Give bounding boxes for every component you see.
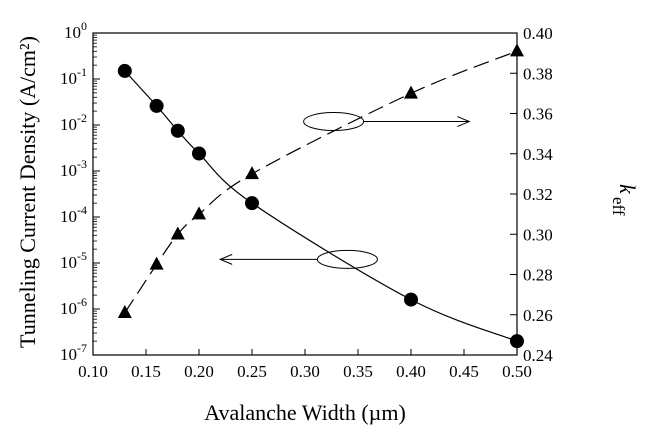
series-lines: [124, 50, 518, 342]
right-axis-title: k eff: [609, 184, 640, 216]
right-axis-title-main: k: [615, 184, 640, 195]
keff-point: [149, 256, 164, 270]
plot-frame: [92, 32, 518, 356]
left-tick-label: 100: [64, 19, 87, 42]
annotation-ellipse: [316, 249, 378, 269]
right-tick-label: 0.28: [523, 266, 553, 285]
x-tick-label: 0.40: [396, 362, 426, 381]
left-axis-title: Tunneling Current Density (A/cm²): [15, 36, 40, 348]
annotations: [218, 112, 471, 269]
right-axis-title-sub: eff: [609, 197, 628, 216]
left-tick-label: 10-3: [60, 157, 87, 180]
series-markers: [117, 43, 524, 349]
x-tick-label: 0.10: [78, 362, 108, 381]
current-density-point: [117, 63, 132, 78]
left-tick-label: 10-7: [60, 341, 87, 364]
x-tick-label: 0.45: [449, 362, 479, 381]
x-axis-ticks: 0.10 0.15 0.20 0.25 0.30 0.35 0.40 0.45 0.50: [78, 349, 532, 381]
right-tick-label: 0.32: [523, 185, 553, 204]
current-density-point: [170, 123, 185, 138]
right-tick-label: 0.40: [523, 24, 553, 43]
keff-point: [510, 43, 524, 57]
annotation-ellipse: [303, 112, 365, 132]
x-tick-label: 0.25: [237, 362, 267, 381]
x-tick-label: 0.20: [184, 362, 214, 381]
x-tick-label: 0.50: [502, 362, 532, 381]
current-density-curve: [124, 70, 518, 342]
current-density-point: [404, 292, 418, 307]
right-tick-label: 0.36: [523, 105, 553, 124]
left-tick-label: 10-2: [60, 111, 87, 134]
x-axis-title: Avalanche Width (µm): [204, 400, 406, 425]
left-tick-label: 10-4: [60, 203, 87, 226]
keff-point: [192, 206, 206, 220]
current-density-point: [192, 146, 206, 161]
annotation-arrow-head: [218, 253, 233, 265]
keff-curve: [124, 50, 518, 314]
keff-point: [117, 304, 132, 318]
current-density-point: [510, 334, 524, 349]
annotation-arrow-head: [457, 116, 471, 128]
keff-point: [170, 226, 185, 240]
x-tick-label: 0.35: [343, 362, 373, 381]
left-tick-label: 10-5: [60, 249, 87, 272]
keff-point: [245, 166, 259, 180]
x-tick-label: 0.30: [290, 362, 320, 381]
left-tick-label: 10-1: [60, 65, 87, 88]
keff-point: [404, 85, 418, 99]
current-density-point: [149, 98, 164, 113]
left-axis-ticks: 100 10-1 10-2 10-3 10-4 10-5 10-6 10-7: [60, 19, 100, 364]
right-tick-label: 0.24: [523, 346, 553, 365]
right-axis-ticks: 0.40 0.38 0.36 0.34 0.32 0.30 0.28 0.26 0.24: [510, 24, 553, 365]
right-tick-label: 0.38: [523, 64, 553, 83]
current-density-point: [245, 196, 259, 211]
right-tick-label: 0.30: [523, 225, 553, 244]
right-tick-label: 0.26: [523, 306, 553, 325]
x-tick-label: 0.15: [131, 362, 161, 381]
left-tick-label: 10-6: [60, 295, 87, 318]
right-tick-label: 0.34: [523, 145, 553, 164]
